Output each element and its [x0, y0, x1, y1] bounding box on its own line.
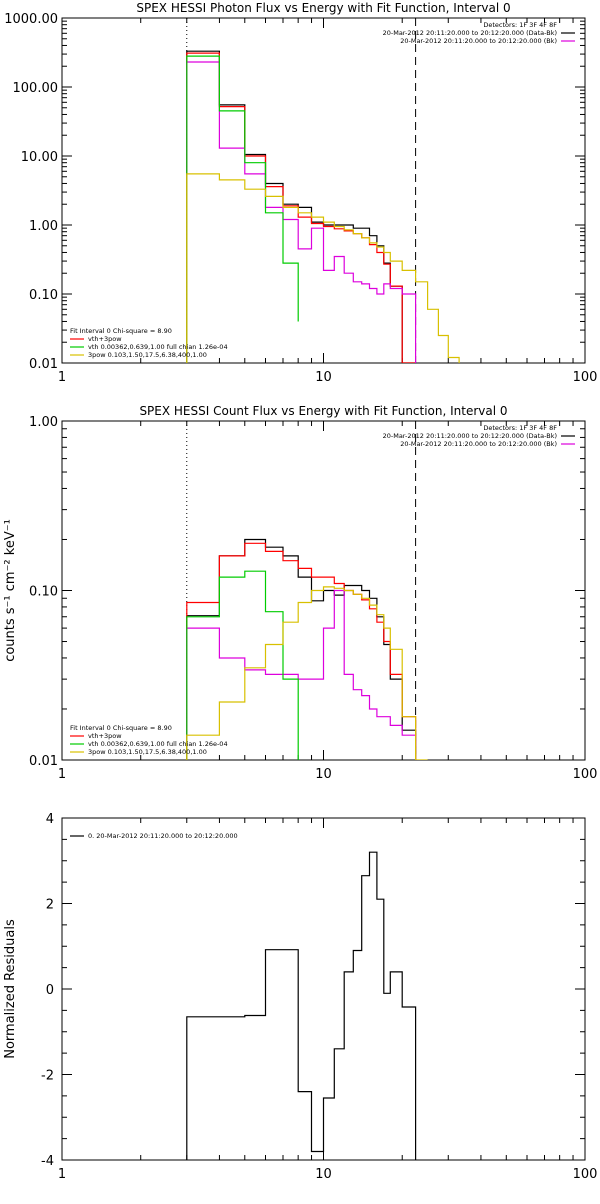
- series-group: [186, 50, 460, 363]
- y-tick-label: 2: [46, 898, 54, 913]
- x-tick-label: 10: [315, 1167, 332, 1182]
- x-tick-label: 1: [58, 1167, 66, 1182]
- legend-entry: 20-Mar-2012 20:11:20.000 to 20:12:20.000…: [383, 29, 557, 37]
- series-line-3: [186, 55, 299, 363]
- legend-entry: 20-Mar-2012 20:11:20.000 to 20:12:20.000…: [383, 432, 557, 440]
- y-tick-label: 0.10: [29, 585, 58, 600]
- legend-entry: 3pow 0.103,1.50,17.5,6.38,400,1.00: [88, 748, 207, 756]
- x-tick-label: 100: [573, 767, 598, 782]
- legend-entry: Detectors: 1F 3F 4F 8F: [483, 424, 557, 432]
- chart-panel-1: 1 10 100 0.01 0.10 1.00 10.00 100.00 1000.00 SPEX…: [4, 1, 597, 385]
- legend-entry: 20-Mar-2012 20:11:20.000 to 20:12:20.000…: [400, 440, 557, 448]
- y-axis-label: Normalized Residuals: [3, 919, 18, 1059]
- chart-panel-3: 1 10 100 -4 -2 0 2 4 Normalized Residuals 0. 20-M…: [3, 812, 597, 1182]
- x-tick-label: 100: [573, 1167, 598, 1182]
- series-line-4: [186, 173, 460, 363]
- y-tick-label: 0: [46, 983, 54, 998]
- series-line-0: [186, 851, 417, 1160]
- y-tick-label: 1000.00: [4, 12, 58, 27]
- series-line-2: [186, 61, 417, 363]
- chart-title: SPEX HESSI Count Flux vs Energy with Fit…: [139, 404, 507, 418]
- chart-title: SPEX HESSI Photon Flux vs Energy with Fi…: [136, 1, 510, 15]
- legend-entry: vth+3pow: [88, 335, 122, 343]
- x-tick-label: 100: [573, 370, 598, 385]
- legend-entry: Detectors: 1F 3F 4F 8F: [483, 21, 557, 29]
- series-group: [186, 538, 428, 760]
- legend-entry: 3pow 0.103,1.50,17.5,6.38,400,1.00: [88, 351, 207, 359]
- y-tick-label: -2: [41, 1069, 54, 1084]
- y-tick-label: 0.01: [29, 357, 58, 372]
- series-line-3: [186, 570, 299, 760]
- legend-entry: vth 0.00362,0.639,1.00 full chian 1.26e-…: [88, 740, 228, 748]
- series-line-1: [186, 542, 417, 760]
- y-tick-label: 1.00: [29, 415, 58, 430]
- x-tick-label: 1: [58, 370, 66, 385]
- x-tick-label: 10: [315, 767, 332, 782]
- legend-entry: 20-Mar-2012 20:11:20.000 to 20:12:20.000…: [400, 37, 557, 45]
- chart-panel-2: 1 10 100 0.01 0.10 1.00 SPEX HESSI Count Flux …: [3, 404, 597, 782]
- series-line-4: [186, 586, 428, 760]
- y-tick-label: 4: [46, 812, 54, 827]
- y-tick-label: 100.00: [13, 81, 59, 96]
- x-tick-label: 1: [58, 767, 66, 782]
- y-tick-label: 10.00: [21, 150, 58, 165]
- legend-entry: vth 0.00362,0.639,1.00 full chian 1.26e-…: [88, 343, 228, 351]
- series-line-1: [186, 52, 416, 363]
- legend-entry: 0. 20-Mar-2012 20:11:20.000 to 20:12:20.…: [88, 832, 238, 840]
- series-group: [186, 851, 417, 1160]
- y-tick-label: 0.01: [29, 754, 58, 769]
- legend-entry: vth+3pow: [88, 732, 122, 740]
- legend-entry: Fit Interval 0 Chi-square = 8.90: [70, 327, 172, 335]
- y-tick-label: -4: [41, 1154, 54, 1169]
- x-tick-label: 10: [315, 370, 332, 385]
- legend-entry: Fit Interval 0 Chi-square = 8.90: [70, 724, 172, 732]
- y-tick-label: 0.10: [29, 288, 58, 303]
- y-tick-label: 1.00: [29, 219, 58, 234]
- y-axis-label: counts s⁻¹ cm⁻² keV⁻¹: [3, 519, 18, 662]
